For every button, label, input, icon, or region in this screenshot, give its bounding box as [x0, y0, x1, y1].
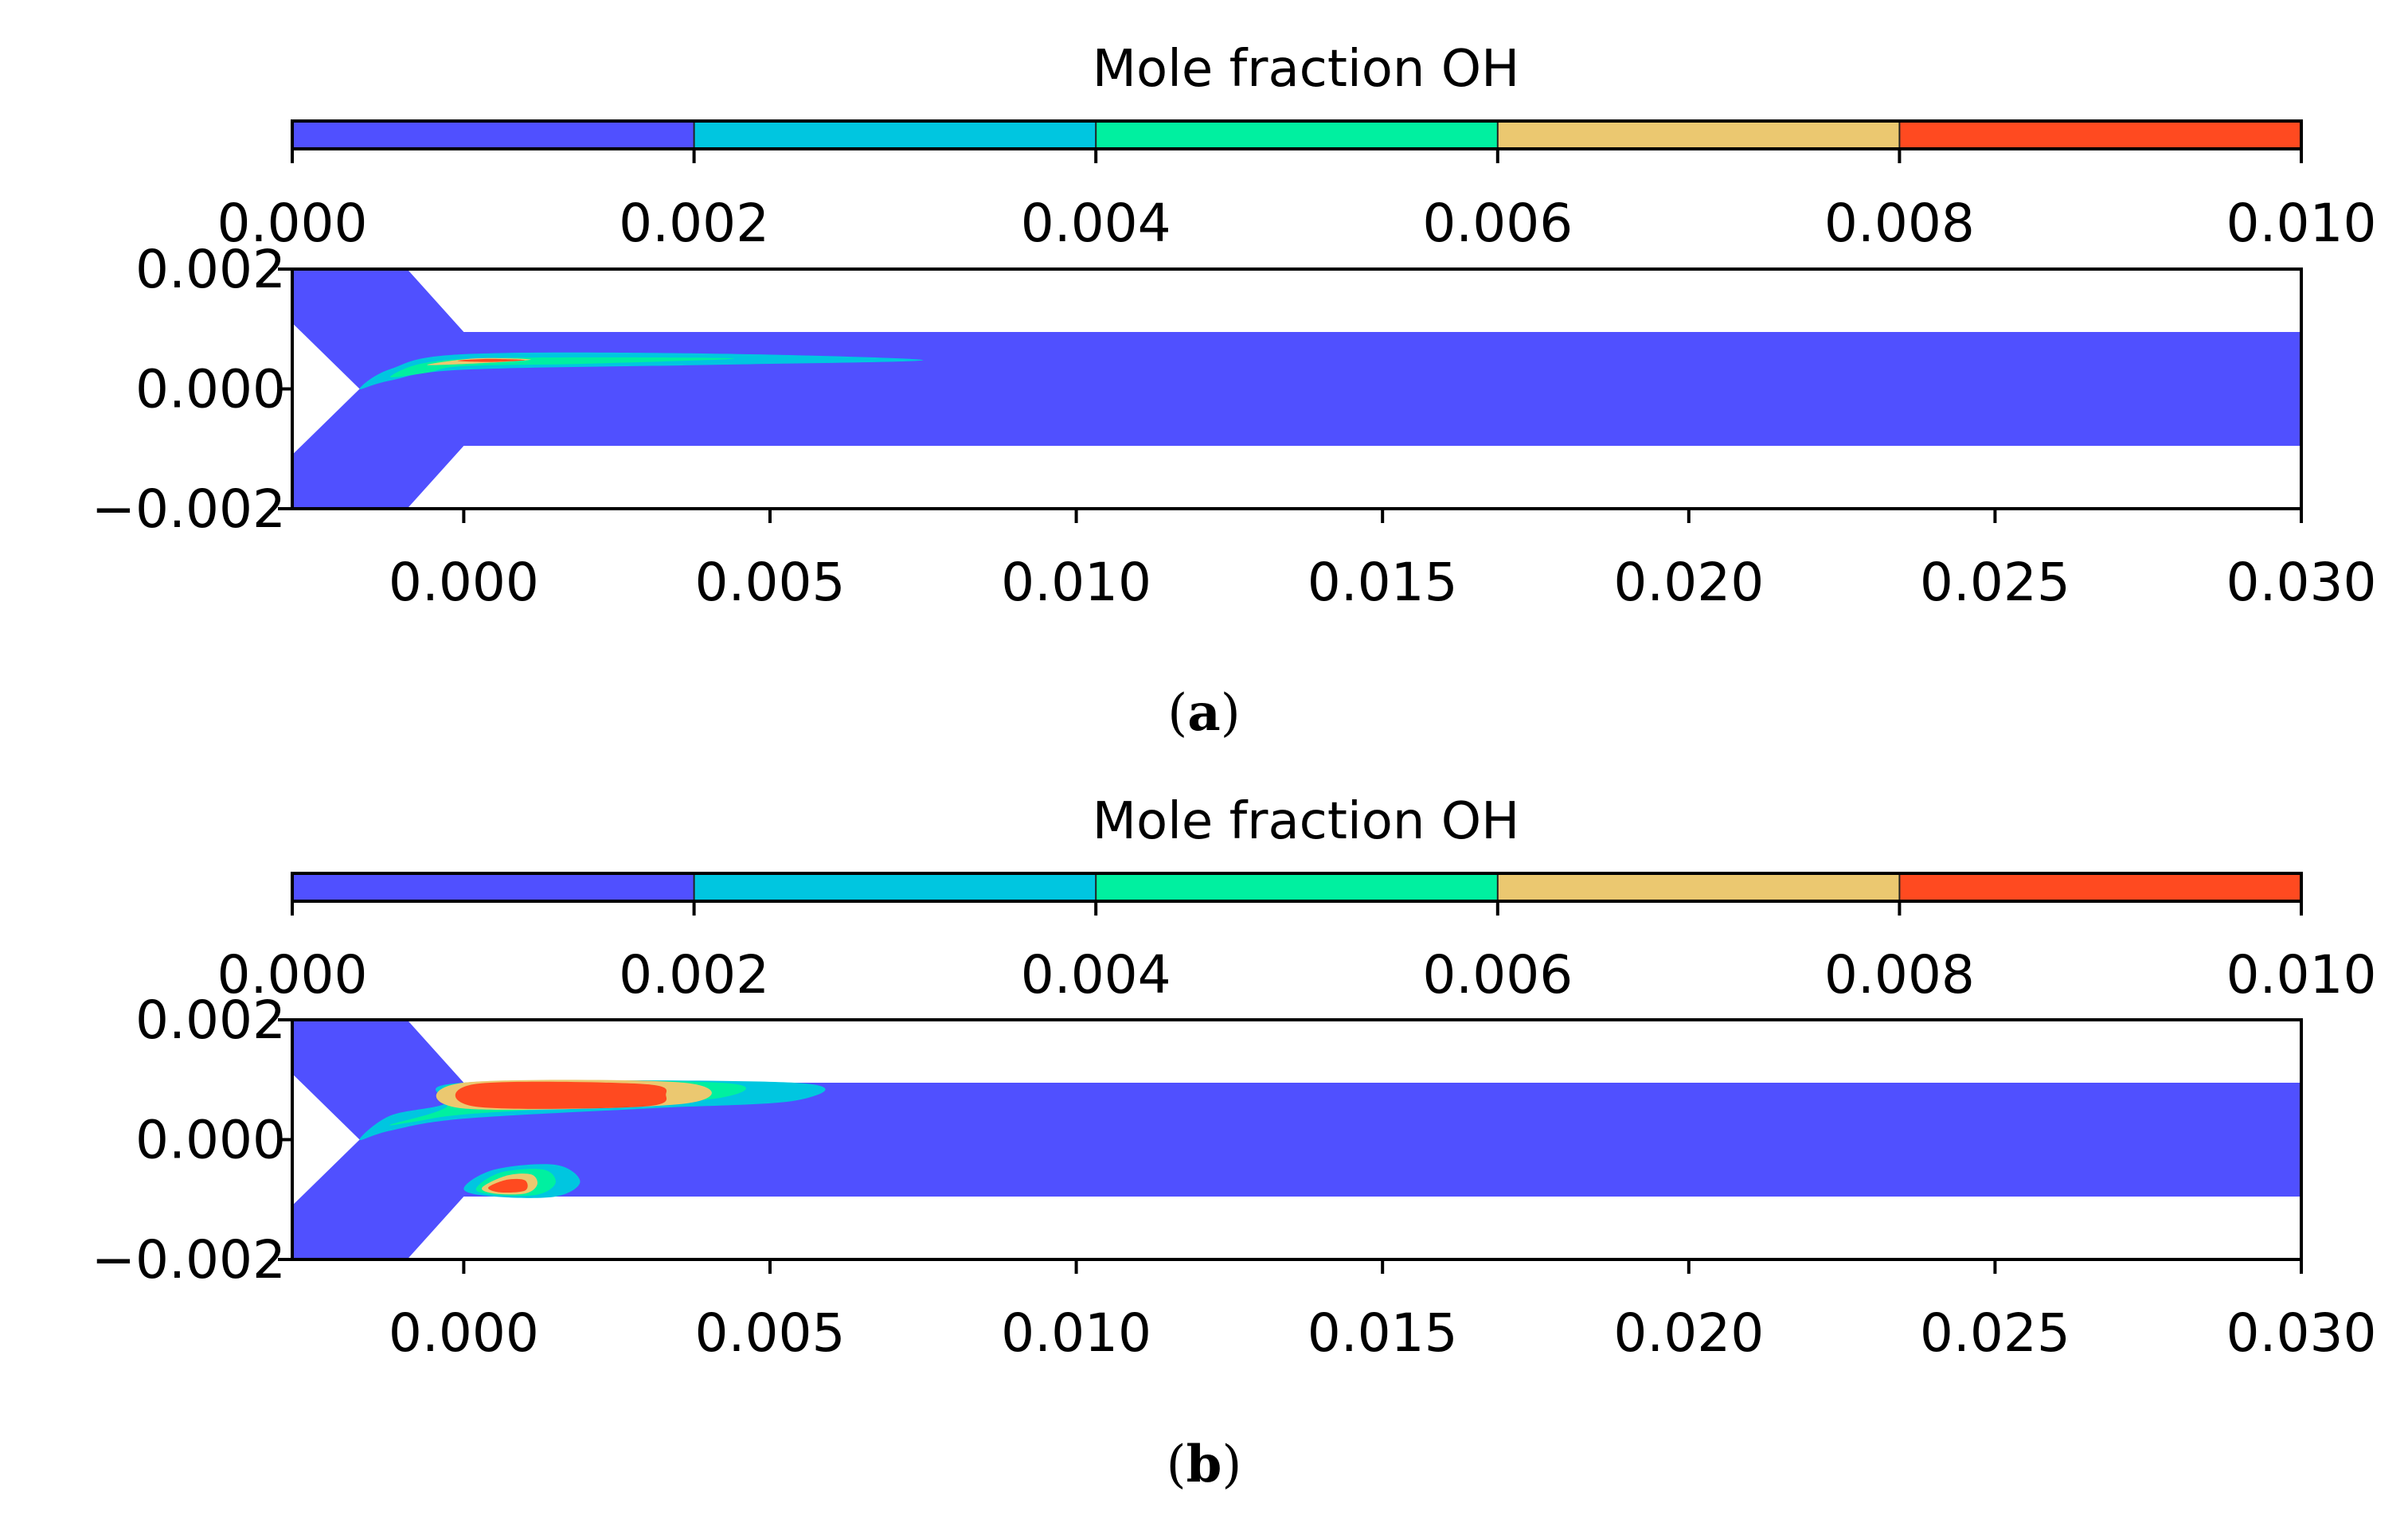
- x-tick-label: 0.020: [1613, 1302, 1764, 1364]
- colorbar-ticks: 0.000 0.002 0.004 0.006 0.008 0.010: [217, 901, 2377, 1005]
- colorbar-tick-label: 0.008: [1824, 944, 1975, 1005]
- colorbar-tick-label: 0.008: [1824, 193, 1975, 254]
- colorbar-title: Mole fraction OH: [1093, 792, 1520, 851]
- colorbar-band: [292, 121, 694, 149]
- colorbar-tick-label: 0.004: [1021, 193, 1171, 254]
- plot-area: [292, 269, 2301, 509]
- x-axis: 0.000 0.005 0.010 0.015 0.020 0.025 0.030: [389, 509, 2377, 613]
- y-axis: 0.002 0.000 −0.002: [92, 990, 292, 1290]
- colorbar-tick-label: 0.004: [1021, 944, 1171, 1005]
- x-axis: 0.000 0.005 0.010 0.015 0.020 0.025 0.030: [389, 1259, 2377, 1364]
- y-tick-label: −0.002: [92, 1229, 286, 1290]
- y-tick-label: 0.000: [135, 1110, 286, 1171]
- x-tick-label: 0.005: [695, 552, 846, 613]
- colorbar-band: [1497, 121, 1900, 149]
- colorbar-frame: [291, 119, 2303, 150]
- contour-field: [292, 1020, 2301, 1259]
- flow-domain: [292, 1020, 2301, 1259]
- colorbar-tick-label: 0.006: [1422, 944, 1573, 1005]
- colorbar: [292, 121, 2301, 149]
- colorbar-ticks: 0.000 0.002 0.004 0.006 0.008 0.010: [217, 149, 2377, 254]
- plot-area: [292, 1020, 2301, 1259]
- panel-letter: b: [1186, 1435, 1222, 1494]
- colorbar-tick-label: 0.002: [619, 193, 769, 254]
- x-tick-label: 0.015: [1308, 552, 1458, 613]
- colorbar-band: [1899, 121, 2301, 149]
- y-tick-label: −0.002: [92, 478, 286, 540]
- x-tick-label: 0.000: [389, 1302, 539, 1364]
- colorbar-band: [694, 873, 1096, 901]
- colorbar-band: [694, 121, 1096, 149]
- x-tick-label: 0.015: [1308, 1302, 1458, 1364]
- colorbar: [292, 873, 2301, 901]
- colorbar-tick-label: 0.002: [619, 944, 769, 1005]
- colorbar-band: [1899, 873, 2301, 901]
- panel-a: Mole fraction OH 0.000 0.002 0.004 0.006 0.0…: [92, 40, 2377, 743]
- x-tick-label: 0.010: [1001, 552, 1151, 613]
- y-tick-label: 0.000: [135, 359, 286, 420]
- panel-letter: a: [1187, 683, 1220, 743]
- colorbar-tick-label: 0.000: [217, 944, 368, 1005]
- flow-domain: [292, 269, 2301, 509]
- panel-b: Mole fraction OH 0.000 0.002 0.004 0.006 0.0…: [92, 792, 2377, 1494]
- y-axis: 0.002 0.000 −0.002: [92, 239, 292, 540]
- x-tick-label: 0.025: [1920, 1302, 2070, 1364]
- panel-label: (a): [1167, 683, 1240, 743]
- colorbar-band: [292, 873, 694, 901]
- contour-field: [292, 269, 2301, 509]
- y-tick-label: 0.002: [135, 239, 286, 300]
- contour-level-4: [457, 358, 526, 362]
- colorbar-tick-label: 0.000: [217, 193, 368, 254]
- contour-level-4: [455, 1081, 667, 1109]
- x-tick-label: 0.010: [1001, 1302, 1151, 1364]
- colorbar-frame: [291, 872, 2303, 903]
- x-tick-label: 0.030: [2226, 552, 2377, 613]
- colorbar-band: [1497, 873, 1900, 901]
- colorbar-tick-label: 0.010: [2226, 944, 2377, 1005]
- contour-level-4: [488, 1178, 528, 1193]
- colorbar-band: [1096, 121, 1498, 149]
- colorbar-band: [1096, 873, 1498, 901]
- colorbar-tick-label: 0.006: [1422, 193, 1573, 254]
- panel-label: (b): [1167, 1435, 1242, 1494]
- x-tick-label: 0.030: [2226, 1302, 2377, 1364]
- x-tick-label: 0.005: [695, 1302, 846, 1364]
- x-tick-label: 0.025: [1920, 552, 2070, 613]
- colorbar-title: Mole fraction OH: [1093, 40, 1520, 99]
- x-tick-label: 0.000: [389, 552, 539, 613]
- y-tick-label: 0.002: [135, 990, 286, 1051]
- colorbar-tick-label: 0.010: [2226, 193, 2377, 254]
- x-tick-label: 0.020: [1613, 552, 1764, 613]
